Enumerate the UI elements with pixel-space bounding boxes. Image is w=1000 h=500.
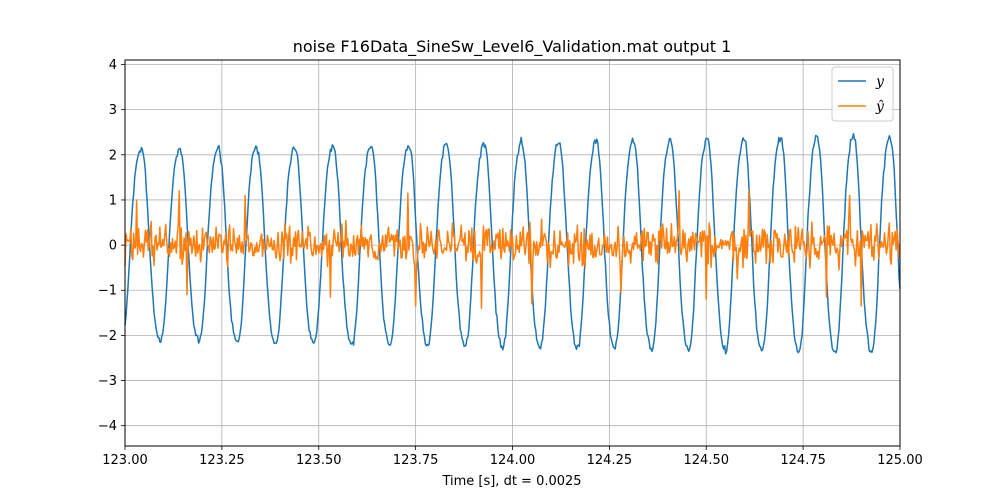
y-tick-label: −2 xyxy=(98,329,117,344)
y-tick-label: 4 xyxy=(109,58,117,73)
y-tick-label: −4 xyxy=(98,419,117,434)
x-tick-label: 124.50 xyxy=(684,453,730,468)
x-tick-label: 123.25 xyxy=(199,453,245,468)
y-tick-label: 2 xyxy=(109,148,117,163)
chart-title: noise F16Data_SineSw_Level6_Validation.m… xyxy=(293,37,732,57)
series-line-y xyxy=(124,132,901,355)
x-tick-label: 124.75 xyxy=(780,453,826,468)
legend-label: y xyxy=(875,74,885,90)
y-tick-label: −3 xyxy=(98,374,117,389)
plot-series xyxy=(124,132,901,355)
x-tick-label: 125.00 xyxy=(877,453,923,468)
x-tick-label: 124.25 xyxy=(587,453,633,468)
y-tick-label: −1 xyxy=(98,284,117,299)
legend-label: ŷ xyxy=(875,98,885,115)
x-tick-label: 124.00 xyxy=(490,453,536,468)
x-axis-label: Time [s], dt = 0.0025 xyxy=(441,474,581,489)
x-tick-label: 123.00 xyxy=(102,453,148,468)
y-tick-label: 3 xyxy=(109,103,117,118)
legend: yŷ xyxy=(831,66,894,122)
y-tick-label: 0 xyxy=(109,239,117,254)
x-tick-label: 123.50 xyxy=(296,453,342,468)
x-tick-label: 123.75 xyxy=(393,453,439,468)
y-tick-label: 1 xyxy=(109,193,117,208)
axis-ticks: 123.00 123.25 123.50 123.75 124.00 124.25 124.… xyxy=(98,58,923,468)
series-line-y-hat xyxy=(124,190,901,310)
